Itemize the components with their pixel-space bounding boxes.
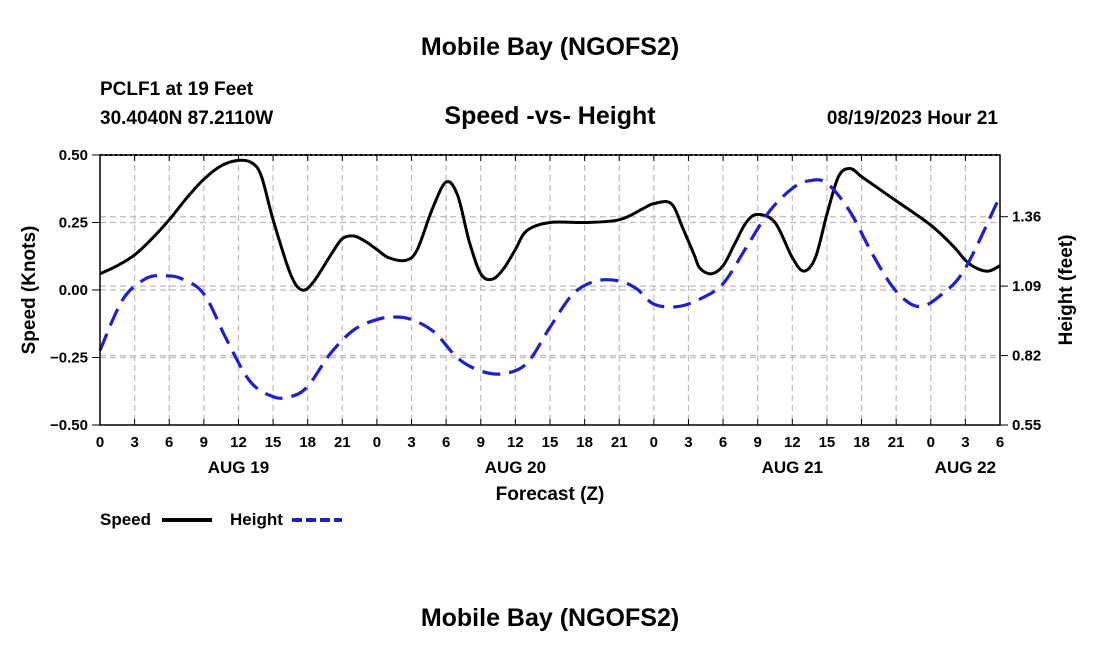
x-tick-label: 9 [754,434,762,451]
y-left-tick-label: −0.50 [50,417,88,434]
date-label: AUG 20 [485,458,546,477]
height-line [98,178,1002,400]
x-tick-label: 6 [442,434,450,451]
legend: Speed Height [100,510,342,529]
x-tick-label: 0 [373,434,381,451]
y-left-tick-label: −0.25 [50,350,88,367]
x-tick-label: 9 [477,434,485,451]
y-right-tick-label: 1.36 [1012,209,1041,226]
x-tick-label: 21 [611,434,628,451]
x-tick-label: 0 [650,434,658,451]
grid-lines [100,155,1000,425]
chart-subtitle: Speed -vs- Height [444,102,656,130]
x-tick-label: 3 [407,434,415,451]
y-axis-right-title: Height (feet) [1056,235,1077,346]
y-left-tick-label: 0.50 [59,147,88,164]
speed-line [99,158,1001,292]
chart-main-title: Mobile Bay (NGOFS2) [421,33,679,61]
x-tick-label: 6 [165,434,173,451]
axis-ticks: 0 3 6 9 12 15 18 21 0 3 6 9 12 15 18 21 0 3 6 9 12 15 18 21 0 3 6A… [50,147,1041,477]
x-tick-label: 15 [265,434,282,451]
x-tick-label: 12 [230,434,247,451]
x-tick-label: 18 [576,434,593,451]
y-right-tick-label: 0.55 [1012,417,1041,434]
date-label: AUG 22 [935,458,996,477]
legend-height-label: Height [230,510,283,529]
x-tick-label: 9 [200,434,208,451]
x-tick-label: 3 [961,434,969,451]
forecast-datetime: 08/19/2023 Hour 21 [827,108,999,129]
x-tick-label: 18 [299,434,316,451]
x-tick-label: 15 [542,434,559,451]
y-left-tick-label: 0.00 [59,282,88,299]
station-coords: 30.4040N 87.2110W [100,108,273,129]
x-tick-label: 21 [888,434,905,451]
x-tick-label: 12 [784,434,801,451]
x-tick-label: 18 [853,434,870,451]
x-tick-label: 0 [96,434,104,451]
y-left-tick-label: 0.25 [59,215,88,232]
y-right-tick-label: 0.82 [1012,348,1041,365]
x-axis-title: Forecast (Z) [496,484,605,505]
x-tick-label: 6 [996,434,1004,451]
legend-speed-label: Speed [100,510,151,529]
station-name: PCLF1 at 19 Feet [100,79,254,100]
x-tick-label: 6 [719,434,727,451]
date-label: AUG 21 [762,458,823,477]
x-tick-label: 12 [507,434,524,451]
y-right-tick-label: 1.09 [1012,278,1041,295]
x-tick-label: 3 [130,434,138,451]
x-tick-label: 15 [819,434,836,451]
x-tick-label: 0 [927,434,935,451]
height-series [98,178,1002,400]
x-tick-label: 21 [334,434,351,451]
footer-title: Mobile Bay (NGOFS2) [421,604,679,632]
y-axis-left-title: Speed (Knots) [19,226,40,355]
date-label: AUG 19 [208,458,269,477]
speed-series [99,158,1001,292]
x-tick-label: 3 [684,434,692,451]
